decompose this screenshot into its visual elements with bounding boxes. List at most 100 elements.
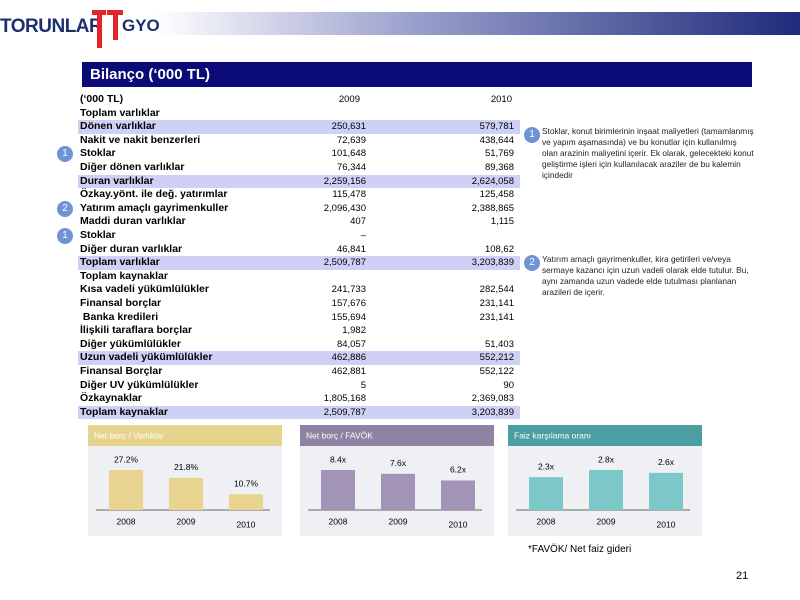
table-row: Nakit ve nakit benzerleri 72,639 438,644 — [78, 134, 520, 148]
table-row: Yatırım amaçlı gayrimenkuller 2,096,430 2,… — [78, 202, 520, 216]
logo-text: GYO — [122, 16, 160, 35]
row-label: Diğer duran varlıklar — [80, 242, 183, 255]
column-header: (‘000 TL) — [80, 93, 124, 105]
cell: 51,403 — [484, 338, 514, 350]
cell: 552,122 — [479, 366, 514, 377]
cell: 3,203,839 — [471, 257, 514, 269]
cell: – — [360, 230, 366, 241]
note-badge: 1 — [57, 228, 73, 244]
value-label: 10.7% — [234, 479, 259, 489]
table-row: Özkaynaklar 1,805,168 2,369,083 — [78, 392, 520, 406]
cell: 2,509,787 — [323, 406, 366, 418]
bar — [529, 477, 563, 510]
cell: 2,259,156 — [323, 175, 366, 187]
page-number: 21 — [736, 570, 749, 582]
bar — [169, 477, 203, 510]
bar — [589, 470, 623, 510]
bar — [321, 470, 355, 510]
cell: 407 — [350, 216, 366, 228]
table-row: Banka kredileri 155,694 231,141 — [78, 311, 520, 325]
table-row: Toplam kaynaklar 2,509,787 3,203,839 — [78, 405, 520, 420]
table-row: Toplam varlıklar 2,509,787 3,203,839 — [78, 256, 520, 270]
x-tick-label: 2008 — [537, 516, 556, 526]
x-tick-label: 2008 — [329, 516, 348, 526]
x-tick-label: 2008 — [117, 516, 136, 526]
value-label: 7.6x — [390, 458, 407, 468]
row-label: Toplam kaynaklar — [80, 405, 168, 418]
value-label: 2.6x — [658, 457, 675, 467]
cell: 51,769 — [484, 148, 514, 160]
footnote: *FAVÖK/ Net faiz gideri — [528, 544, 632, 555]
row-label: Özkaynaklar — [80, 392, 142, 405]
row-label: Uzun vadeli yükümlülükler — [80, 351, 213, 364]
cell: 108,62 — [484, 243, 514, 255]
table-row: Stoklar – — [78, 229, 520, 243]
row-label: Diğer dönen varlıklar — [80, 161, 185, 173]
table-row: Diğer duran varlıklar 46,841 108,62 — [78, 243, 520, 257]
x-tick-label: 2009 — [389, 516, 408, 526]
table-row: Finansal borçlar 157,676 231,141 — [78, 297, 520, 311]
chart-title: Faiz karşılama oranı — [514, 430, 591, 440]
note-text: Stoklar, konut birimlerinin inşaat maliy… — [542, 126, 754, 180]
row-label: Finansal borçlar — [80, 297, 162, 309]
slide-title: Bilanço (‘000 TL) — [82, 62, 752, 87]
column-header: 2009 — [338, 94, 360, 105]
chart-title: Net borç / Varlıklar — [94, 430, 164, 440]
table-row: Diğer yükümlülükler 84,057 51,403 — [78, 338, 520, 352]
row-label: Toplam kaynaklar — [80, 269, 168, 282]
x-tick-label: 2010 — [657, 519, 676, 529]
cell: 90 — [503, 379, 514, 391]
table-row: Maddi duran varlıklar 407 1,115 — [78, 215, 520, 229]
column-header: 2010 — [490, 94, 512, 105]
cell: 552,212 — [479, 352, 514, 364]
row-label: Özkay.yönt. ile değ. yatırımlar — [80, 188, 228, 201]
chart-title: Net borç / FAVÖK — [306, 430, 373, 440]
value-label: 6.2x — [450, 465, 467, 475]
row-label: Kısa vadeli yükümlülükler — [80, 283, 209, 296]
panel-title-bar — [300, 425, 494, 446]
cell: 438,644 — [479, 134, 514, 146]
cell: 157,676 — [331, 298, 366, 309]
cell: 89,368 — [484, 162, 514, 173]
cell: 462,886 — [331, 352, 366, 364]
header-bar — [155, 12, 800, 35]
table-row: Toplam varlıklar — [78, 107, 520, 121]
bar — [441, 480, 475, 510]
cell: 231,141 — [479, 298, 514, 309]
cell: 579,781 — [479, 121, 514, 133]
value-label: 2.8x — [598, 454, 615, 464]
cell: 46,841 — [336, 243, 366, 255]
x-tick-label: 2010 — [237, 519, 256, 529]
table-row: Dönen varlıklar 250,631 579,781 — [78, 120, 520, 134]
value-label: 21.8% — [174, 462, 199, 472]
cell: 3,203,839 — [471, 406, 514, 418]
cell: 2,509,787 — [323, 257, 366, 269]
bar — [229, 494, 263, 510]
row-label: Toplam varlıklar — [80, 256, 160, 269]
row-label: Diğer yükümlülükler — [80, 337, 181, 350]
row-label: Stoklar — [80, 147, 116, 160]
table-row: İlişkili taraflara borçlar 1,982 — [78, 324, 520, 338]
panel-title-bar — [508, 425, 702, 446]
cell: 2,624,058 — [471, 175, 514, 187]
row-label: Dönen varlıklar — [80, 120, 156, 133]
table-row: Toplam kaynaklar — [78, 270, 520, 284]
cell: 231,141 — [479, 311, 514, 323]
cell: 5 — [360, 379, 366, 391]
table-row: Özkay.yönt. ile değ. yatırımlar 115,478 12… — [78, 188, 520, 202]
note-text: Yatırım amaçlı gayrimenkuller, kira geti… — [542, 254, 749, 297]
row-label: Duran varlıklar — [80, 174, 154, 187]
cell: 1,982 — [342, 325, 366, 337]
note-badge: 2 — [57, 200, 73, 217]
cell: 72,639 — [336, 134, 366, 146]
value-label: 8.4x — [330, 454, 347, 464]
value-label: 27.2% — [114, 454, 139, 464]
panel-title-bar — [88, 425, 282, 446]
logo-text: TORUNLAR — [0, 16, 103, 37]
cell: 241,733 — [331, 284, 366, 296]
cell: 2,096,430 — [323, 202, 366, 214]
x-tick-label: 2010 — [449, 519, 468, 529]
logo-mark — [92, 10, 123, 48]
